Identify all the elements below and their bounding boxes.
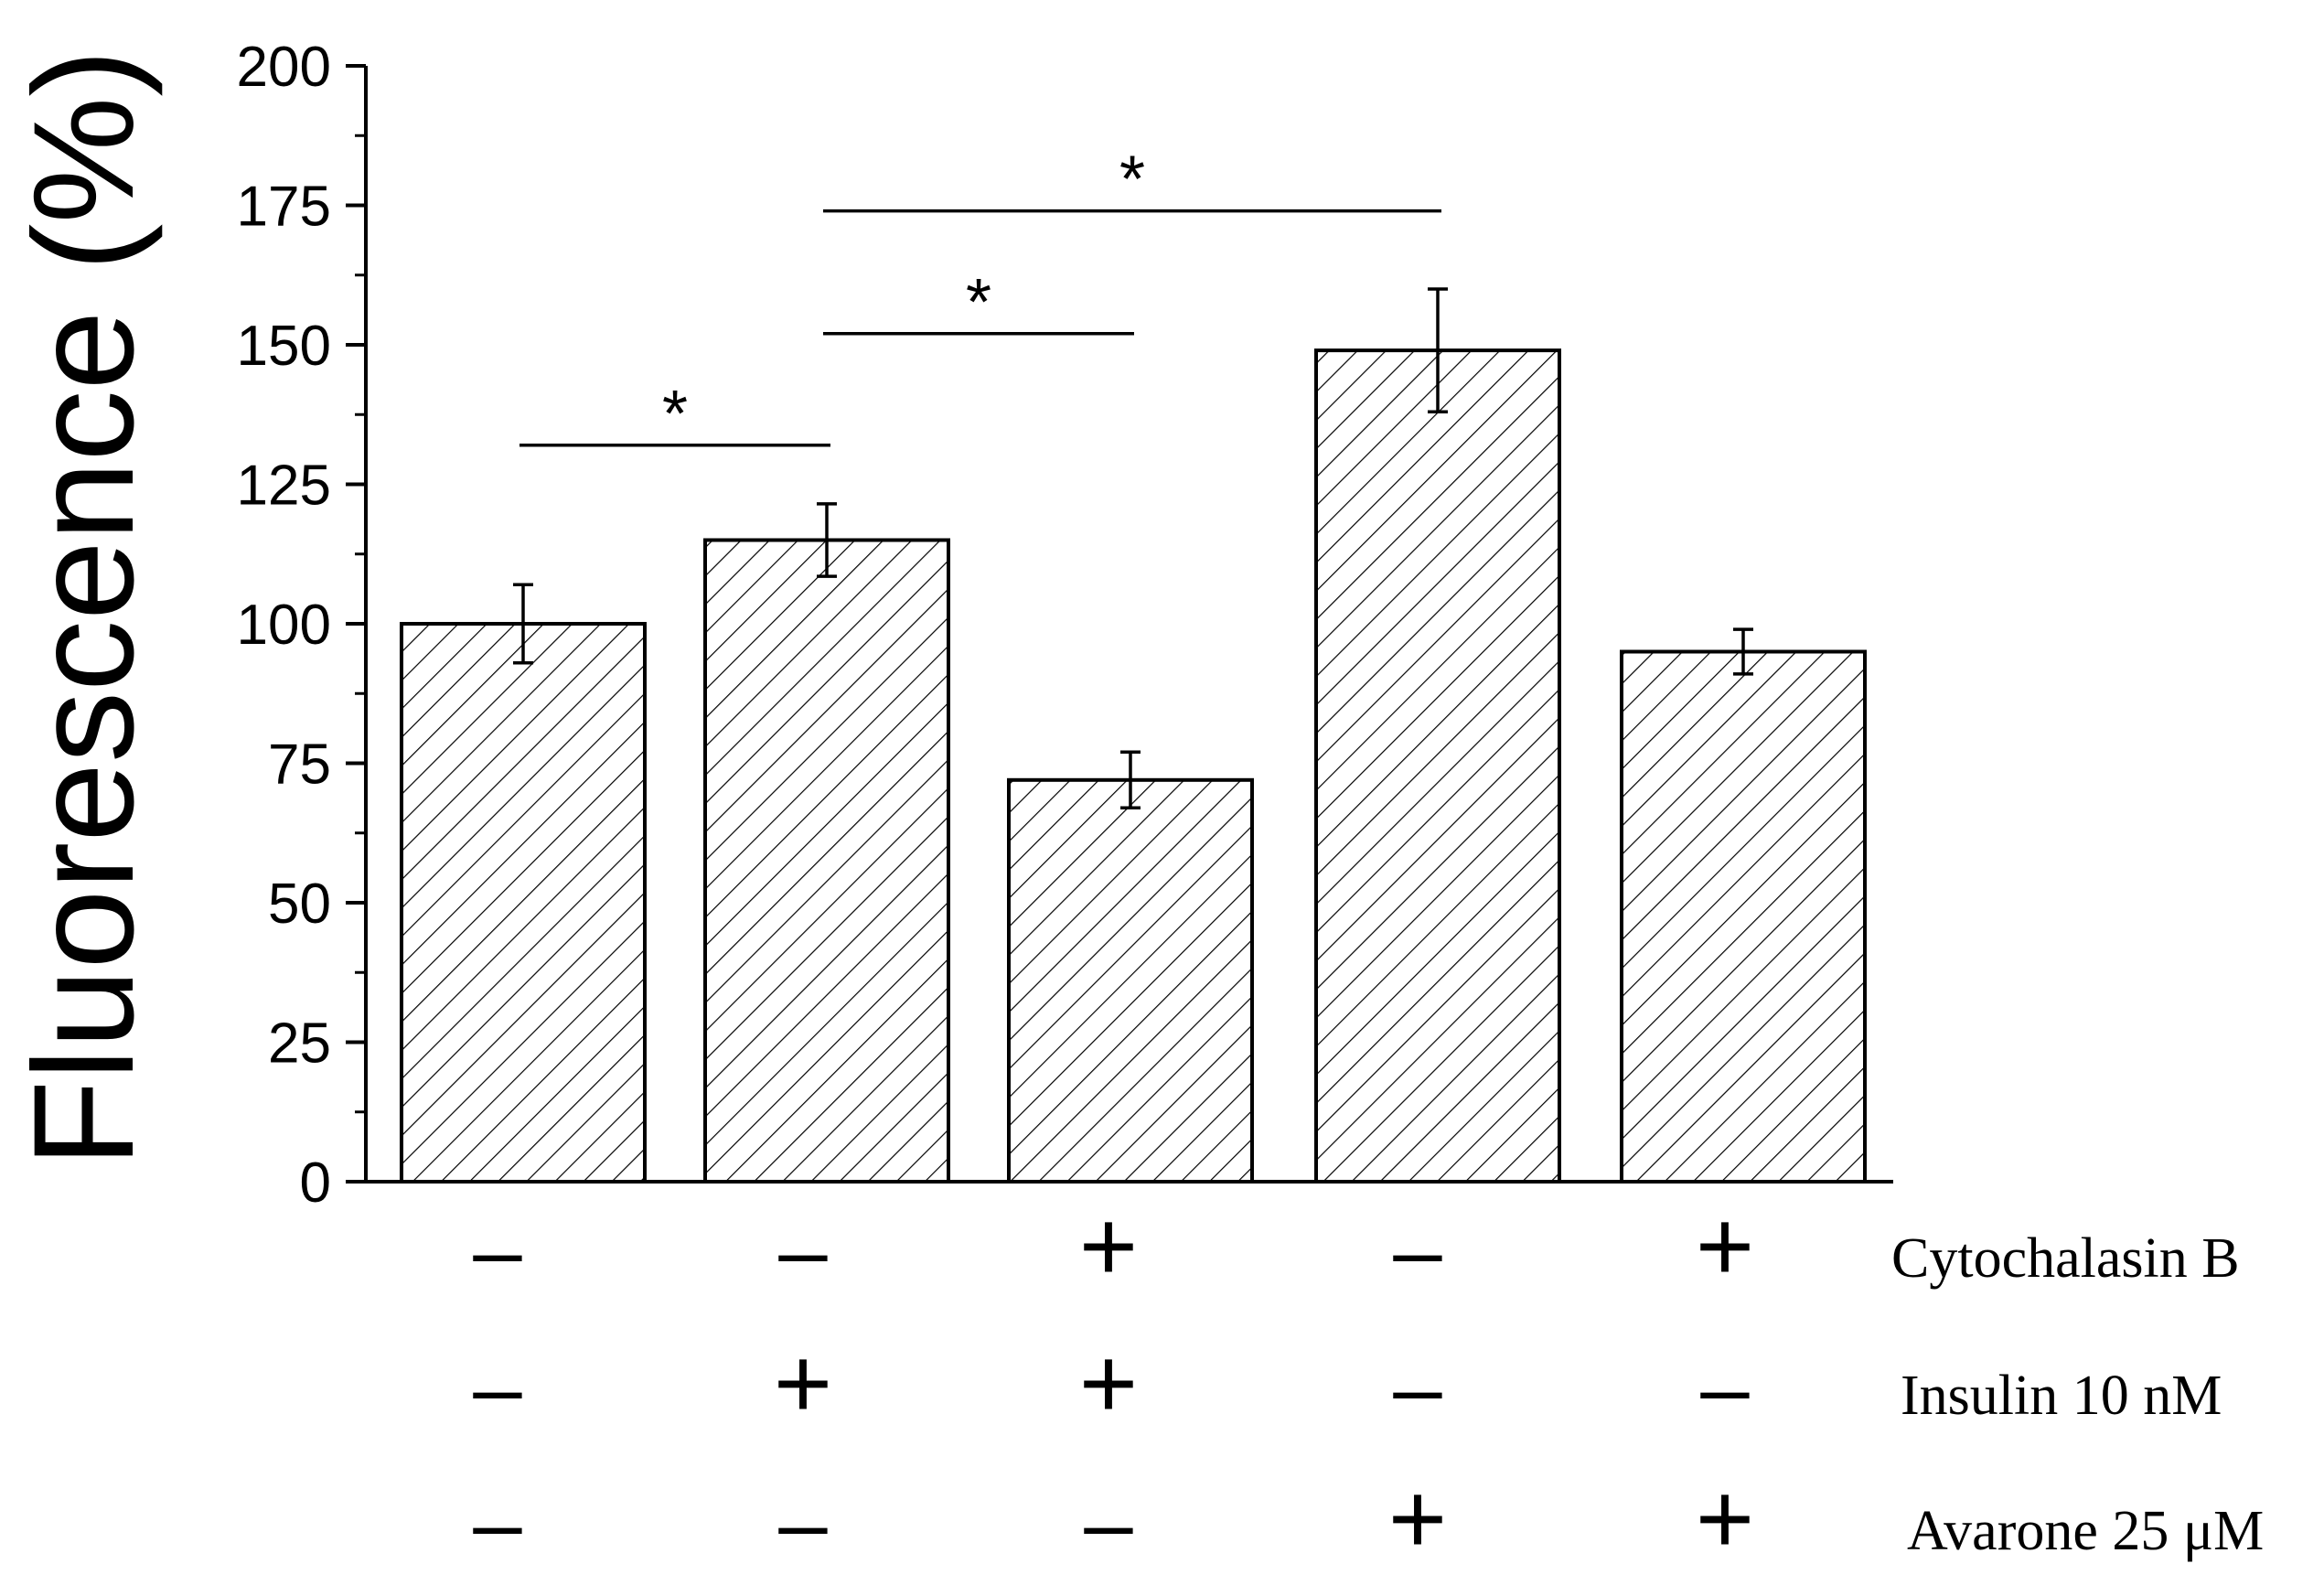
bar <box>1620 649 1867 1184</box>
significance-star: * <box>662 378 688 451</box>
condition-table: – – + – + Cytochalasin B – + + – – Insulin 10 nM – – –… <box>473 1190 2264 1575</box>
condition-label: Cytochalasin B <box>1891 1227 2240 1290</box>
bar <box>703 538 950 1184</box>
minus-sign: – <box>473 1474 522 1572</box>
bar <box>1314 348 1561 1184</box>
minus-sign: – <box>1700 1339 1750 1437</box>
y-tick-label: 50 <box>268 873 331 936</box>
y-tick-label: 100 <box>237 594 331 657</box>
plus-sign: + <box>774 1327 832 1440</box>
y-tick-label: 175 <box>237 176 331 239</box>
bar <box>1007 777 1254 1184</box>
condition-label: Avarone 25 μM <box>1907 1500 2264 1562</box>
minus-sign: – <box>473 1202 522 1300</box>
minus-sign: – <box>778 1474 828 1572</box>
minus-sign: – <box>1393 1202 1442 1300</box>
y-tick-label: 150 <box>237 315 331 378</box>
y-axis: 0 25 50 75 100 125 150 175 200 <box>237 36 1893 1215</box>
plus-sign: + <box>1079 1190 1138 1302</box>
minus-sign: – <box>778 1202 828 1300</box>
plus-sign: + <box>1079 1327 1138 1440</box>
significance-annotations: * * * <box>519 144 1441 451</box>
bar <box>400 622 647 1184</box>
significance-star: * <box>1119 144 1145 217</box>
y-tick-label: 25 <box>268 1012 331 1076</box>
significance-star: * <box>966 266 991 339</box>
y-tick-label: 125 <box>237 455 331 518</box>
bars-layer <box>400 287 1867 1184</box>
condition-label: Insulin 10 nM <box>1901 1365 2222 1427</box>
minus-sign: – <box>1393 1339 1442 1437</box>
y-tick-label: 75 <box>268 734 331 797</box>
plus-sign: + <box>1696 1190 1754 1302</box>
y-tick-label: 200 <box>237 36 331 99</box>
minus-sign: – <box>473 1339 522 1437</box>
y-tick-label: 0 <box>300 1151 331 1215</box>
plus-sign: + <box>1696 1462 1754 1575</box>
y-axis-title: Fluorescence (%) <box>5 49 164 1167</box>
plus-sign: + <box>1388 1462 1447 1575</box>
minus-sign: – <box>1084 1474 1133 1572</box>
